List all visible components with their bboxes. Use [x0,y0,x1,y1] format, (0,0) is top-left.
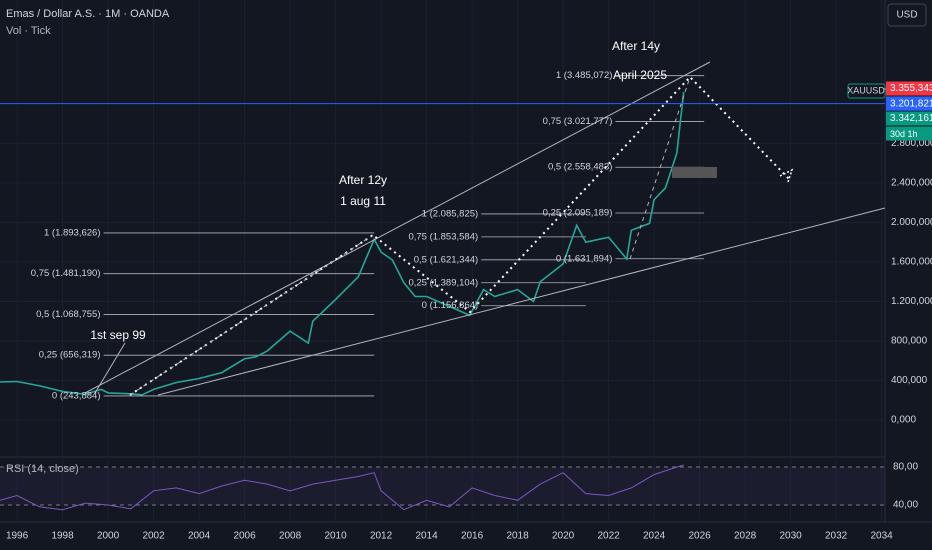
x-tick-label: 2030 [779,531,802,542]
rsi-label: RSI (14, close) [6,463,79,475]
fib-label: 0,5 (1.068,755) [36,309,100,320]
x-tick-label: 2020 [552,531,575,542]
annotation: 1st sep 99 [90,328,146,342]
rsi-line [0,464,684,511]
x-tick-label: 2000 [97,531,120,542]
y-tick-label: 2.400,000 [891,178,932,189]
countdown: 30d 1h [890,129,918,139]
annotation: 1 aug 11 [340,194,386,208]
currency-button[interactable] [887,3,927,27]
fib-label: 0 (243,884) [52,390,101,401]
fib-trend [129,234,374,396]
fib-label: 1 (1.893,626) [44,227,101,238]
x-tick-label: 2016 [461,531,484,542]
y-tick-label: 2.000,000 [891,217,932,228]
y-tick-label: 800,000 [891,336,928,347]
x-tick-label: 2022 [597,531,620,542]
y-tick-label: 400,000 [891,375,928,386]
x-tick-label: 2002 [142,531,165,542]
fib-label: 0,25 (656,319) [39,350,101,361]
plot-area [0,0,885,522]
x-tick-label: 1998 [51,531,74,542]
x-tick-label: 2010 [324,531,347,542]
x-tick-label: 2034 [870,531,893,542]
x-tick-label: 2004 [188,531,211,542]
chart-title: Emas / Dollar A.S. · 1M · OANDA [6,8,170,20]
fib-label: 0,75 (1.853,584) [408,231,478,242]
price-label: 3.342,161 [890,113,932,124]
fib-label: 0 (1.156,864) [422,300,479,311]
fib-label: 1 (2.085,825) [422,208,479,219]
symbol-label: XAUUSD [847,85,885,95]
x-tick-label: 2032 [825,531,848,542]
x-tick-label: 2012 [370,531,393,542]
x-tick-label: 2014 [415,531,438,542]
annotation: After 14y [612,39,660,53]
fib-label: 0 (1.631,894) [556,253,613,264]
annotation: April 2025 [613,68,667,82]
fib-label: 0,25 (2.095,189) [543,208,613,219]
y-tick-label: 1.200,000 [891,296,932,307]
price-line [0,91,685,396]
projection-arrow [779,168,794,183]
rsi-tick-label: 40,00 [893,500,918,511]
x-tick-label: 2018 [506,531,529,542]
trend-line [84,61,711,394]
fib-label: 0,75 (3.021,777) [543,116,613,127]
callout-line [94,342,126,394]
fib-label: 0,75 (1.481,190) [31,268,101,279]
x-tick-label: 2024 [643,531,666,542]
x-tick-label: 2026 [688,531,711,542]
fib-label: 0,5 (2.558,483) [548,162,612,173]
price-tag [886,111,932,126]
y-tick-label: 0,000 [891,415,916,426]
trend-line [157,207,886,396]
annotation: After 12y [339,173,387,187]
x-tick-label: 1996 [6,531,29,542]
x-tick-label: 2006 [233,531,256,542]
x-tick-label: 2008 [279,531,302,542]
volume-label: Vol · Tick [6,25,51,37]
x-tick-label: 2028 [734,531,757,542]
price-label: 3.201,821 [890,98,932,109]
currency-label[interactable]: USD [896,10,917,21]
y-tick-label: 1.600,000 [891,257,932,268]
price-tag [886,81,932,96]
fib-label: 0,25 (1.389,104) [408,277,478,288]
fib-label: 1 (3.485,072) [556,70,613,81]
fib-label: 0,5 (1.621,344) [414,254,478,265]
countdown-tag [886,127,932,141]
price-tag [886,96,932,111]
rsi-band [0,467,885,505]
price-label: 3.355,343 [890,83,932,94]
y-tick-label: 2.800,000 [891,138,932,149]
symbol-tag [847,83,886,99]
rsi-tick-label: 80,00 [893,462,918,473]
marker-box [672,167,717,178]
